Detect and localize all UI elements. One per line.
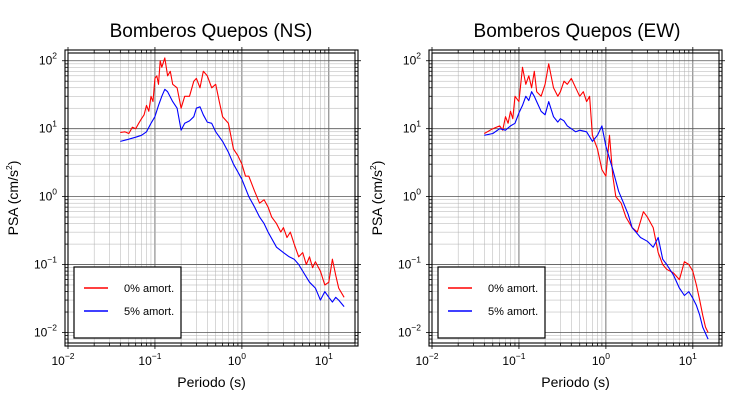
y-axis-label: PSA (cm/s2) — [4, 161, 21, 236]
legend-label: 0% amort. — [488, 283, 538, 295]
chart-panel-1: Bomberos Quepos (NS) 10−2 10−1 100 101 10−2 10… — [4, 21, 361, 390]
x-tick-label: 100 — [592, 351, 610, 368]
x-tick-label: 101 — [315, 351, 333, 368]
legend-label: 5% amort. — [488, 306, 538, 318]
legend: 0% amort. 5% amort. — [73, 266, 182, 339]
x-tick-label: 10−1 — [138, 351, 161, 368]
y-tick-label: 101 — [39, 119, 57, 136]
x-tick-label: 10−2 — [51, 351, 74, 368]
y-tick-label: 100 — [403, 187, 421, 204]
y-tick-label: 10−2 — [34, 322, 57, 339]
y-tick-label: 10−1 — [398, 255, 421, 272]
legend-label: 0% amort. — [124, 283, 174, 295]
x-tick-label: 10−2 — [415, 351, 438, 368]
plot-frame-outer — [64, 49, 359, 347]
chart-title: Bomberos Quepos (EW) — [474, 21, 681, 42]
series-line-blue — [120, 88, 345, 307]
y-tick-label: 102 — [39, 51, 57, 68]
x-axis-label: Periodo (s) — [177, 374, 245, 390]
series-line-blue — [484, 91, 709, 340]
y-tick-label: 10−1 — [34, 255, 57, 272]
grid — [67, 53, 356, 344]
chart-panel-2: Bomberos Quepos (EW) 10−2 10−1 100 101 10−2 10… — [368, 21, 725, 390]
plot-frame — [67, 52, 356, 344]
legend: 0% amort. 5% amort. — [437, 266, 546, 339]
y-tick-label: 10−2 — [398, 322, 421, 339]
plot-frame-outer — [428, 49, 723, 347]
legend-box — [73, 266, 182, 339]
y-tick-label: 101 — [403, 119, 421, 136]
x-tick-label: 100 — [228, 351, 246, 368]
x-tick-label: 10−1 — [502, 351, 525, 368]
y-axis-label: PSA (cm/s2) — [368, 161, 385, 236]
y-tick-label: 102 — [403, 51, 421, 68]
y-tick-label: 100 — [39, 187, 57, 204]
plot-frame — [431, 52, 720, 344]
x-axis-label: Periodo (s) — [541, 374, 609, 390]
chart-title: Bomberos Quepos (NS) — [110, 21, 313, 42]
legend-box — [437, 266, 546, 339]
series-line-red — [120, 57, 345, 298]
legend-label: 5% amort. — [124, 306, 174, 318]
x-tick-label: 101 — [679, 351, 697, 368]
